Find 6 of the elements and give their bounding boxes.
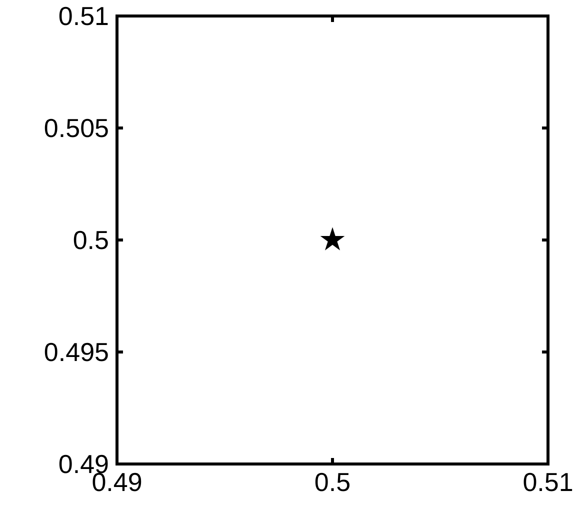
y-tick-label: 0.51: [58, 1, 109, 32]
x-tick-label: 0.5: [314, 467, 351, 497]
y-tick-label: 0.495: [44, 337, 109, 368]
y-tick-label: 0.5: [72, 225, 109, 256]
y-tick-label: 0.505: [44, 113, 109, 144]
x-tick-label: 0.51: [522, 467, 574, 497]
